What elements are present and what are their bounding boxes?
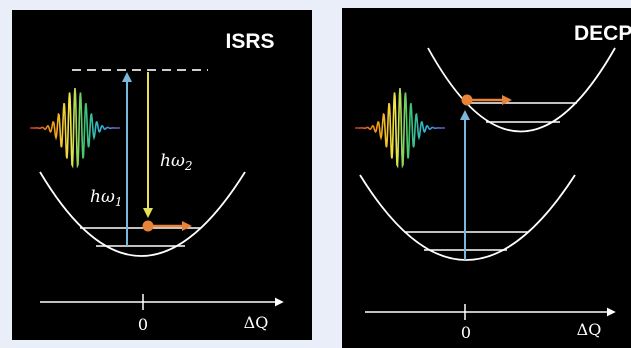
label-base: hω xyxy=(90,187,115,207)
label-sub: 1 xyxy=(115,195,123,209)
axis-label: ΔQ xyxy=(577,320,602,339)
axis-origin: 0 xyxy=(461,323,471,342)
panel-title: ISRS xyxy=(225,30,274,53)
wavepacket-dot xyxy=(143,221,154,232)
panel-bg xyxy=(12,10,312,340)
decp-panel: DECP 0 ΔQ xyxy=(342,8,631,348)
panel-bg xyxy=(342,8,631,348)
axis-origin: 0 xyxy=(138,315,148,334)
wavepacket-dot xyxy=(462,95,473,106)
label-base: hω xyxy=(160,151,185,171)
isrs-panel: ISRS hω2 hω1 0 ΔQ xyxy=(12,10,312,340)
panel-title: DECP xyxy=(574,22,631,45)
label-sub: 2 xyxy=(184,159,193,173)
figure: ISRS hω2 hω1 0 ΔQ DECP 0 ΔQ xyxy=(0,0,631,348)
axis-label: ΔQ xyxy=(244,313,269,332)
